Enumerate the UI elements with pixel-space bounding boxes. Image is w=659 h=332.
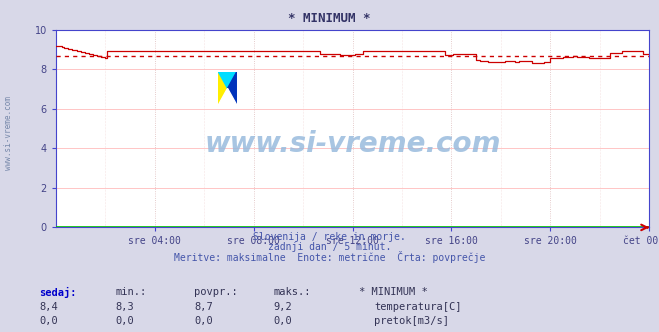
Polygon shape xyxy=(227,72,237,105)
Text: zadnji dan / 5 minut.: zadnji dan / 5 minut. xyxy=(268,242,391,252)
Text: 0,0: 0,0 xyxy=(273,316,292,326)
Polygon shape xyxy=(218,72,227,105)
Text: 0,0: 0,0 xyxy=(115,316,134,326)
Text: 8,3: 8,3 xyxy=(115,302,134,312)
Text: Meritve: maksimalne  Enote: metrične  Črta: povprečje: Meritve: maksimalne Enote: metrične Črta… xyxy=(174,251,485,263)
Text: 8,7: 8,7 xyxy=(194,302,213,312)
Text: sedaj:: sedaj: xyxy=(40,287,77,298)
Text: povpr.:: povpr.: xyxy=(194,287,238,297)
Text: 8,4: 8,4 xyxy=(40,302,58,312)
Text: * MINIMUM *: * MINIMUM * xyxy=(359,287,428,297)
Text: www.si-vreme.com: www.si-vreme.com xyxy=(204,130,501,158)
Text: pretok[m3/s]: pretok[m3/s] xyxy=(374,316,449,326)
Polygon shape xyxy=(218,88,237,105)
Polygon shape xyxy=(218,72,237,88)
Text: * MINIMUM *: * MINIMUM * xyxy=(288,12,371,25)
Text: min.:: min.: xyxy=(115,287,146,297)
Text: 9,2: 9,2 xyxy=(273,302,292,312)
Text: www.si-vreme.com: www.si-vreme.com xyxy=(4,96,13,170)
Text: 0,0: 0,0 xyxy=(194,316,213,326)
Text: temperatura[C]: temperatura[C] xyxy=(374,302,462,312)
Text: 0,0: 0,0 xyxy=(40,316,58,326)
Text: maks.:: maks.: xyxy=(273,287,311,297)
Text: Slovenija / reke in morje.: Slovenija / reke in morje. xyxy=(253,232,406,242)
